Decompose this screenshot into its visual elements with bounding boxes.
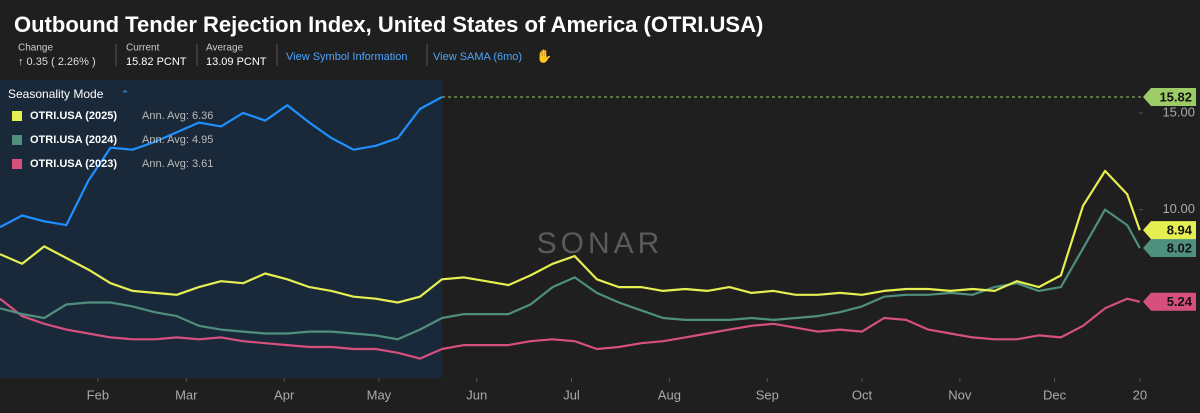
x-tick-label: 20 [1133, 387, 1147, 402]
x-tick-label: May [367, 387, 392, 402]
x-tick-label: Feb [87, 387, 109, 402]
last-value-label: 8.94 [1167, 223, 1193, 238]
last-value-label: 8.02 [1167, 240, 1192, 255]
y-tick-label: 15.00 [1162, 104, 1195, 119]
x-tick-label: Aug [658, 387, 681, 402]
last-value-label: 15.82 [1159, 89, 1192, 104]
x-tick-label: Dec [1043, 387, 1067, 402]
current-value: 15.82 PCNT [126, 56, 187, 68]
last-value-tag [1143, 238, 1196, 257]
x-tick-label: Oct [852, 387, 873, 402]
average-caption: Average [206, 43, 244, 54]
x-tick-label: Jul [563, 387, 580, 402]
watermark: SONAR [537, 227, 664, 260]
current-period-shade [0, 80, 443, 378]
sama-icon: ✋ [536, 48, 552, 63]
legend-swatch [12, 159, 22, 169]
legend-annotation: Ann. Avg: 4.95 [142, 134, 213, 146]
last-value-tag [1143, 292, 1196, 311]
last-value-label: 5.24 [1167, 294, 1193, 309]
change-value: ↑ 0.35 ( 2.26% ) [18, 56, 96, 68]
x-tick-label: Apr [274, 387, 295, 402]
series-line [0, 169, 1141, 304]
series-line [0, 208, 1141, 341]
legend-annotation: Ann. Avg: 6.36 [142, 110, 213, 122]
legend-caret: ⌃ [121, 90, 129, 101]
x-tick-label: Mar [175, 387, 198, 402]
legend-swatch [12, 135, 22, 145]
chart-title: Outbound Tender Rejection Index, United … [14, 12, 763, 37]
series-line [0, 297, 1141, 360]
legend-label: OTRI.USA (2024) [30, 134, 117, 146]
legend-swatch [12, 111, 22, 121]
legend-label: OTRI.USA (2023) [30, 158, 117, 170]
legend-title: Seasonality Mode [8, 87, 104, 101]
y-tick-label: 10.00 [1162, 201, 1195, 216]
legend-label: OTRI.USA (2025) [30, 110, 117, 122]
current-caption: Current [126, 43, 160, 54]
series-line [0, 96, 443, 229]
change-caption: Change [18, 43, 53, 54]
average-value: 13.09 PCNT [206, 56, 267, 68]
x-tick-label: Nov [948, 387, 972, 402]
sama-link[interactable]: View SAMA (6mo) [433, 51, 522, 63]
last-value-tag [1143, 221, 1196, 240]
x-tick-label: Sep [756, 387, 779, 402]
symbol-link[interactable]: View Symbol Information [286, 51, 407, 63]
legend-annotation: Ann. Avg: 3.61 [142, 158, 213, 170]
x-tick-label: Jun [466, 387, 487, 402]
last-value-tag [1143, 88, 1196, 107]
